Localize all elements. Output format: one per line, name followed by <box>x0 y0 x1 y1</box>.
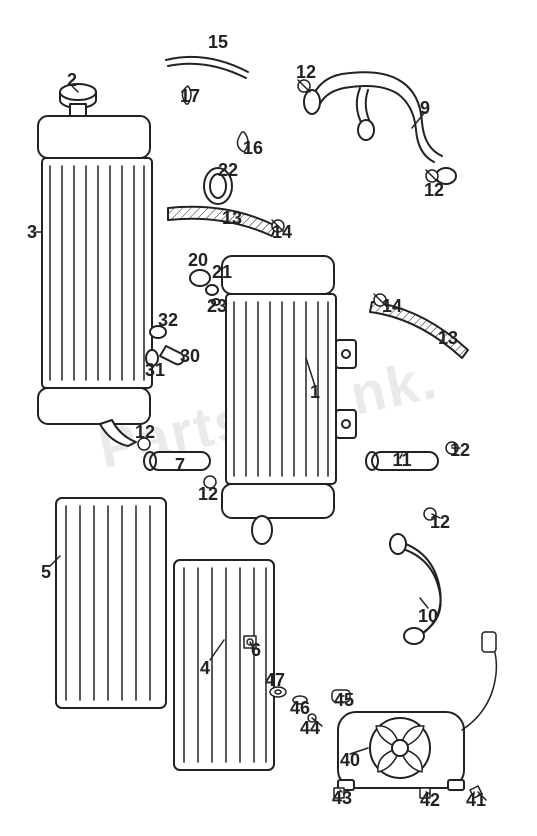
clamp-14-left <box>272 220 284 232</box>
hose-top-right <box>304 72 456 184</box>
screw-41 <box>470 786 486 800</box>
seal-22 <box>204 168 232 204</box>
radiator-right <box>222 256 356 544</box>
fan-assembly <box>338 632 496 790</box>
clamp-12-h10 <box>424 508 436 520</box>
washer-47 <box>270 687 286 697</box>
hose-13-left <box>168 207 276 236</box>
parts-diagram <box>0 0 537 836</box>
hose-10 <box>390 534 441 644</box>
clamp-12-h7a <box>138 438 150 450</box>
protector-4 <box>174 560 274 770</box>
hose-7 <box>144 452 210 470</box>
spacer-45 <box>332 690 350 702</box>
diagram-stage: Parts <box>0 0 537 836</box>
radiator-left <box>38 84 152 446</box>
clamp-14-right <box>374 294 386 306</box>
nut-43 <box>334 788 344 798</box>
protector-5 <box>56 498 166 708</box>
clamp-12-h7b <box>204 476 216 488</box>
clip-16 <box>237 132 248 152</box>
grommet-stack <box>190 270 220 305</box>
clamp-12-top <box>298 80 310 92</box>
clamp-12-right <box>426 170 438 182</box>
washer-46 <box>293 696 307 704</box>
hose-13-right <box>370 302 468 358</box>
bolt-44 <box>308 714 322 726</box>
clip-17 <box>182 86 191 104</box>
